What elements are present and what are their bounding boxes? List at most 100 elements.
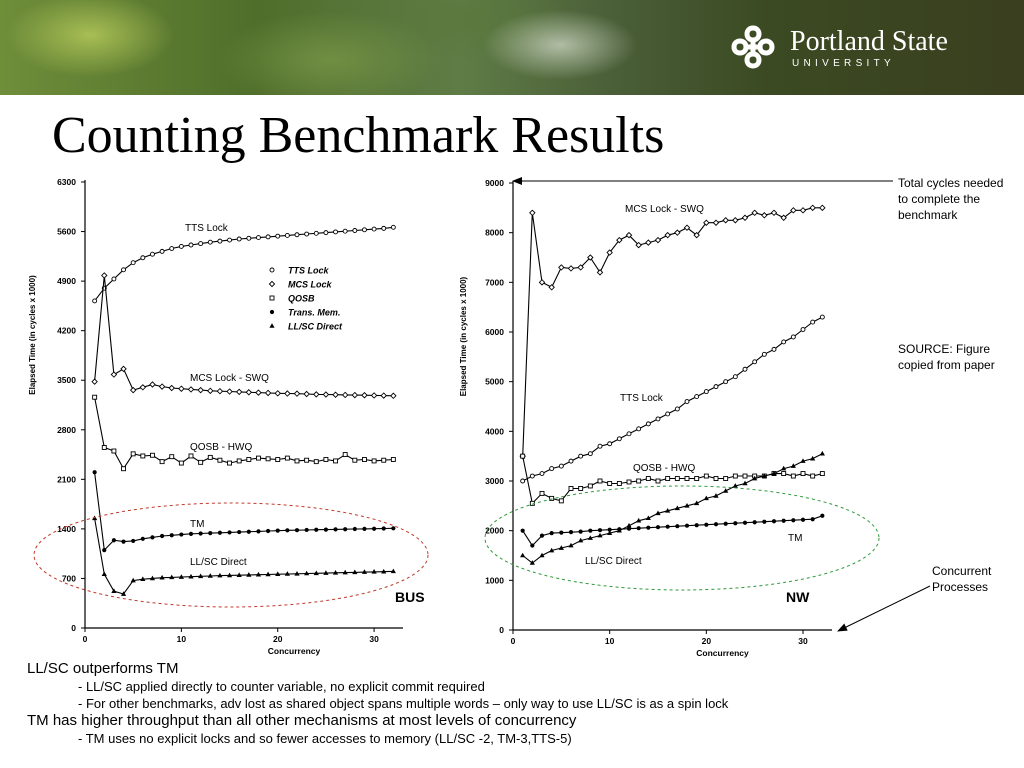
series-label: MCS Lock - SWQ [190,373,269,384]
chart-nw: 0 1000 2000 3000 4000 5000 6000 7000 8000 9000 0 10… [459,178,880,658]
data-point [587,451,593,457]
data-point [361,569,368,574]
data-point [121,466,126,472]
data-point [732,374,738,380]
data-point [130,577,136,583]
y-tick-label: 2000 [485,526,504,536]
y-tick-label: 9000 [485,178,504,188]
data-point [129,386,137,394]
data-point [362,457,367,462]
data-point [121,539,126,544]
data-point [188,242,194,248]
data-point [381,526,386,531]
data-point [352,457,358,463]
x-tick-label: 20 [273,634,283,644]
data-point [236,236,242,242]
data-point [800,458,806,463]
data-point [684,503,690,508]
data-point [343,527,348,532]
data-point [91,378,98,385]
data-point [159,574,165,580]
data-point [752,475,758,481]
data-point [713,476,719,481]
data-point [819,450,825,456]
data-point [323,527,329,532]
bullet-sub: - For other benchmarks, adv lost as shar… [78,696,729,711]
data-point [732,217,739,224]
data-point [800,517,806,522]
y-tick-label: 3000 [485,476,504,486]
data-point [341,391,349,399]
data-point [92,470,97,475]
data-point [791,518,796,523]
data-point [723,476,729,481]
data-point [293,390,301,397]
arrow-concurrent-processes [837,585,931,632]
data-point [342,452,348,458]
data-point [549,466,555,472]
data-point [149,381,156,388]
data-point [607,527,612,532]
data-point [256,235,261,241]
legend-marker [269,295,275,301]
x-tick-label: 10 [605,636,615,646]
y-tick-label: 8000 [485,228,504,238]
data-point [333,458,338,464]
data-point [665,508,671,513]
data-point [539,533,545,538]
data-point [780,214,787,222]
series-label: LL/SC Direct [585,556,642,567]
series-line-tts-lock [94,226,394,302]
data-point [217,572,223,578]
series-mcs-lock [91,272,397,400]
data-point [723,521,728,526]
y-tick-label: 700 [62,573,76,583]
data-point [207,239,213,245]
data-point [597,532,603,538]
data-point [198,531,203,536]
data-point [265,528,271,534]
data-point [549,531,554,536]
y-tick-label: 7000 [485,277,504,287]
data-point [645,239,652,246]
data-point [819,204,826,212]
data-point [520,453,526,459]
data-point [626,522,632,528]
data-point [761,212,768,219]
note-source: SOURCE: Figure copied from paper [898,342,995,372]
bullet-list: LL/SC outperforms TM - LL/SC applied dir… [27,660,1017,747]
data-point [810,517,815,522]
data-point [294,570,300,576]
data-point [810,319,816,325]
data-point [781,471,787,476]
data-point [820,513,825,518]
legend-marker [269,267,275,273]
data-point [790,207,797,214]
data-point [578,537,584,543]
data-point [275,528,280,533]
series-qosb [520,453,825,506]
data-point [274,390,281,397]
data-point [217,530,223,535]
data-point [226,388,233,395]
data-point [741,214,749,222]
data-point [588,528,593,533]
data-point [237,529,242,535]
y-tick-label: 0 [71,623,76,633]
series-label: MCS Lock - SWQ [625,204,704,215]
bullet-sub: - LL/SC applied directly to counter vari… [78,679,485,694]
y-tick-label: 5600 [57,227,76,237]
data-point [529,473,535,479]
y-axis-label: Elapsed Time (in cycles x 1000) [28,275,37,395]
data-point [294,232,300,238]
data-point [391,526,396,531]
data-point [120,365,127,373]
data-point [371,458,377,464]
series-label: QOSB - HWQ [633,463,695,474]
data-point [169,454,175,460]
data-point [520,552,526,558]
data-point [694,476,700,481]
legend-marker [268,280,276,288]
legend-label: Trans. Mem. [288,308,340,318]
data-point [684,523,690,528]
